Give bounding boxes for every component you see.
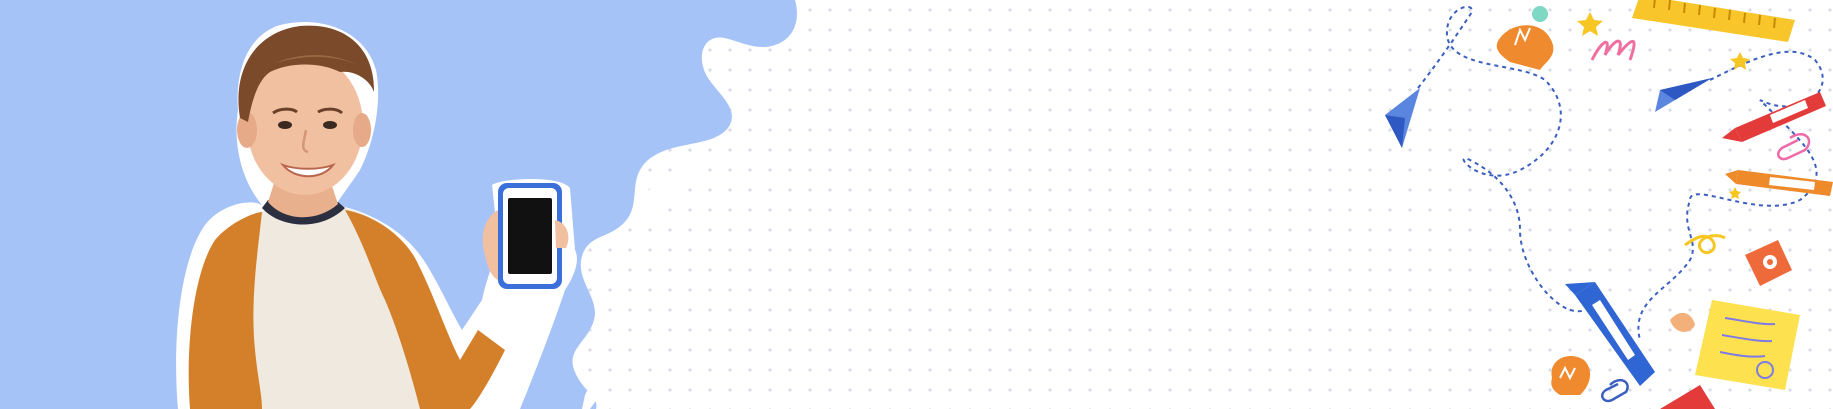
- scribble-icon: [1590, 39, 1636, 61]
- crayon-icon: [1725, 170, 1833, 196]
- dashed-path: [1417, 5, 1586, 313]
- sticky-note-icon: [1695, 300, 1800, 390]
- star-icon: [1730, 52, 1750, 70]
- paper-plane-icon: [1385, 88, 1420, 148]
- paper-clip-icon: [1601, 378, 1629, 403]
- crayon-icon: [1565, 282, 1655, 386]
- crayon-icon: [1722, 92, 1826, 142]
- light-bulb-icon: [1496, 6, 1554, 70]
- star-icon: [1577, 12, 1603, 36]
- ruler-icon: [1632, 0, 1795, 42]
- pencil-sharpener-icon: [1745, 240, 1792, 286]
- light-bulb-icon: [1551, 356, 1591, 395]
- paper-clip-icon: [1777, 133, 1811, 161]
- paper-plane-icon: [1655, 78, 1712, 112]
- dashed-path: [1637, 50, 1824, 341]
- star-icon: [1729, 187, 1741, 199]
